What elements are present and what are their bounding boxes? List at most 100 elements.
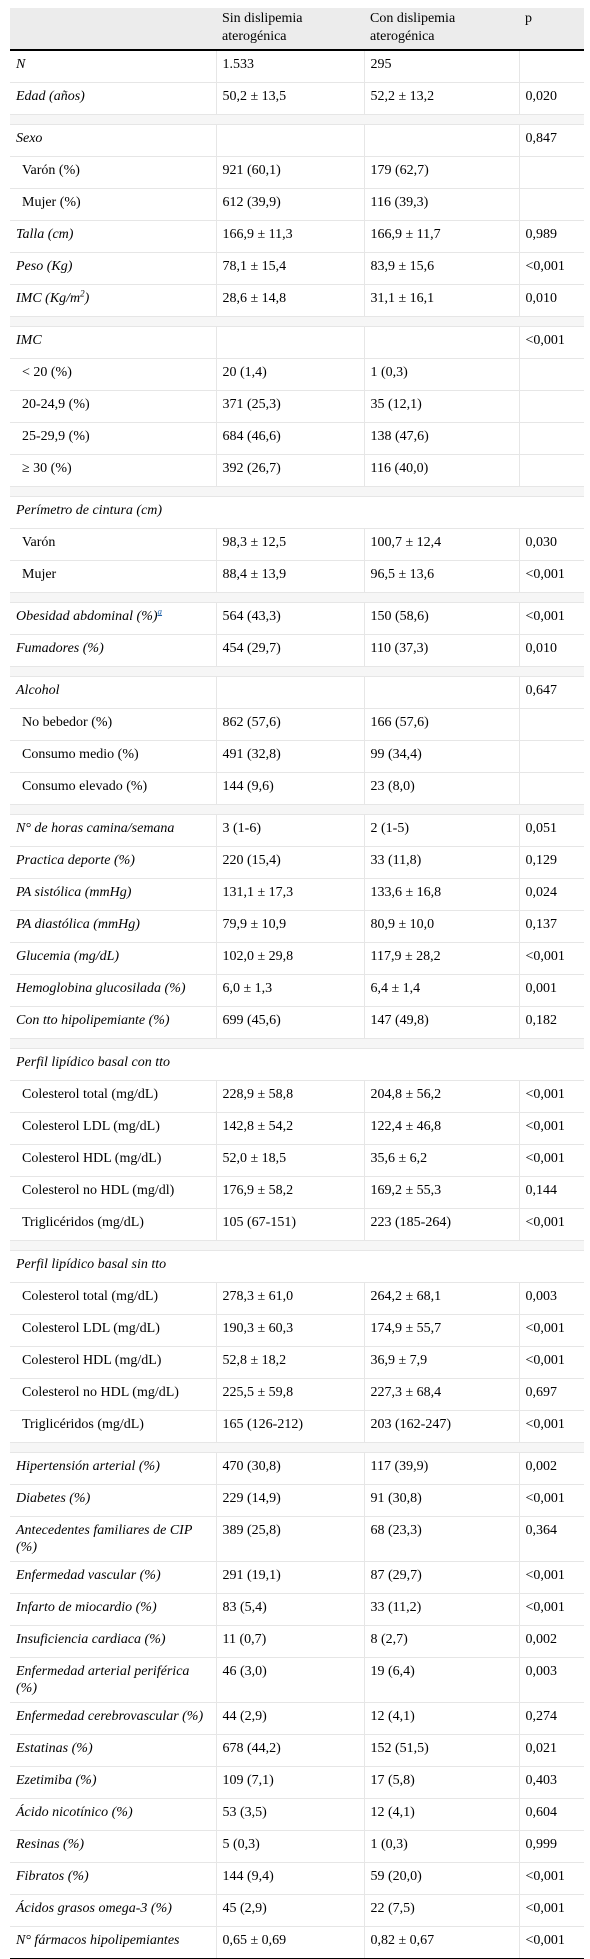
p-value: 0,010 [519, 634, 584, 667]
value-sin-dislipemia: 50,2 ± 13,5 [216, 82, 365, 115]
row-label-text: Colesterol LDL (mg/dL) [22, 1321, 160, 1336]
row-label: Perímetro de cintura (cm) [10, 496, 584, 529]
row-label-text: N° de horas camina/semana [16, 821, 175, 836]
value-sin-dislipemia: 5 (0,3) [216, 1830, 365, 1863]
value-sin-dislipemia: 28,6 ± 14,8 [216, 284, 365, 317]
value-sin-dislipemia: 491 (32,8) [216, 740, 365, 773]
row-label-text: ≥ 30 (%) [22, 461, 72, 476]
row-label-text: Edad (años) [16, 89, 85, 104]
row-label-text: 20-24,9 (%) [22, 397, 90, 412]
footnote-link[interactable]: a [157, 606, 163, 617]
row-label: Talla (cm) [10, 220, 217, 253]
row-label: Insuficiencia cardiaca (%) [10, 1625, 217, 1658]
p-value: <0,001 [519, 560, 584, 593]
row-label-text: Varón (%) [22, 163, 80, 178]
value-sin-dislipemia: 79,9 ± 10,9 [216, 910, 365, 943]
row-label-text: Hipertensión arterial (%) [16, 1459, 160, 1474]
row-label-text: Peso (Kg) [16, 259, 73, 274]
p-value: 0,144 [519, 1176, 584, 1209]
value-sin-dislipemia: 862 (57,6) [216, 708, 365, 741]
p-value: 0,182 [519, 1006, 584, 1039]
value-sin-dislipemia: 11 (0,7) [216, 1625, 365, 1658]
table-row: Diabetes (%) 229 (14,9) 91 (30,8) <0,001 [10, 1484, 584, 1517]
value-sin-dislipemia: 678 (44,2) [216, 1734, 365, 1767]
value-sin-dislipemia: 176,9 ± 58,2 [216, 1176, 365, 1209]
p-value: 0,647 [519, 676, 584, 709]
value-con-dislipemia: 223 (185-264) [364, 1208, 520, 1241]
value-con-dislipemia: 203 (162-247) [364, 1410, 520, 1443]
value-sin-dislipemia: 46 (3,0) [216, 1657, 365, 1703]
table-row: Consumo medio (%) 491 (32,8) 99 (34,4) [10, 740, 584, 773]
value-sin-dislipemia: 291 (19,1) [216, 1561, 365, 1594]
p-value [519, 708, 584, 741]
value-con-dislipemia: 68 (23,3) [364, 1516, 520, 1562]
table-row: N° fármacos hipolipemiantes 0,65 ± 0,69 0,… [10, 1926, 584, 1959]
row-label: < 20 (%) [10, 358, 217, 391]
row-label-text: PA sistólica (mmHg) [16, 885, 132, 900]
section-spacer [10, 804, 584, 815]
value-con-dislipemia: 227,3 ± 68,4 [364, 1378, 520, 1411]
value-con-dislipemia: 8 (2,7) [364, 1625, 520, 1658]
value-con-dislipemia: 117 (39,9) [364, 1452, 520, 1485]
p-value [519, 156, 584, 189]
p-value: 0,051 [519, 814, 584, 847]
p-value: 0,001 [519, 974, 584, 1007]
row-label-text: Mujer (%) [22, 195, 81, 210]
row-label: Practica deporte (%) [10, 846, 217, 879]
table-row: Fibratos (%) 144 (9,4) 59 (20,0) <0,001 [10, 1862, 584, 1895]
table-row: 25-29,9 (%) 684 (46,6) 138 (47,6) [10, 422, 584, 455]
value-con-dislipemia: 35,6 ± 6,2 [364, 1144, 520, 1177]
value-con-dislipemia: 204,8 ± 56,2 [364, 1080, 520, 1113]
table-row: Enfermedad arterial periférica (%) 46 (3,… [10, 1657, 584, 1703]
table-row: Colesterol LDL (mg/dL) 142,8 ± 54,2 122,4 … [10, 1112, 584, 1145]
section-spacer [10, 114, 584, 125]
value-sin-dislipemia: 220 (15,4) [216, 846, 365, 879]
value-con-dislipemia: 117,9 ± 28,2 [364, 942, 520, 975]
value-con-dislipemia: 133,6 ± 16,8 [364, 878, 520, 911]
value-con-dislipemia: 0,82 ± 0,67 [364, 1926, 520, 1959]
value-sin-dislipemia: 371 (25,3) [216, 390, 365, 423]
value-con-dislipemia: 6,4 ± 1,4 [364, 974, 520, 1007]
table-row: No bebedor (%) 862 (57,6) 166 (57,6) [10, 708, 584, 741]
row-label: Mujer (%) [10, 188, 217, 221]
row-label: Alcohol [10, 676, 217, 709]
value-sin-dislipemia: 190,3 ± 60,3 [216, 1314, 365, 1347]
row-label: Obesidad abdominal (%)a [10, 602, 217, 635]
p-value: 0,003 [519, 1657, 584, 1703]
row-label: ≥ 30 (%) [10, 454, 217, 487]
section-spacer [10, 1240, 584, 1251]
p-value: <0,001 [519, 1112, 584, 1145]
value-con-dislipemia: 80,9 ± 10,0 [364, 910, 520, 943]
p-value: <0,001 [519, 1894, 584, 1927]
p-value: 0,003 [519, 1282, 584, 1315]
value-sin-dislipemia: 389 (25,8) [216, 1516, 365, 1562]
row-label-text: IMC (Kg/m [16, 291, 81, 306]
value-sin-dislipemia: 228,9 ± 58,8 [216, 1080, 365, 1113]
value-sin-dislipemia: 454 (29,7) [216, 634, 365, 667]
value-con-dislipemia [364, 326, 520, 359]
p-value: 0,274 [519, 1702, 584, 1735]
row-label: Antecedentes familiares de CIP (%) [10, 1516, 217, 1562]
row-label-text: Consumo elevado (%) [22, 779, 148, 794]
p-value: <0,001 [519, 1410, 584, 1443]
row-label: Perfil lipídico basal sin tto [10, 1250, 584, 1283]
p-value: 0,697 [519, 1378, 584, 1411]
spacer-cell [10, 114, 584, 125]
value-con-dislipemia: 116 (40,0) [364, 454, 520, 487]
row-label: Enfermedad vascular (%) [10, 1561, 217, 1594]
p-value: 0,030 [519, 528, 584, 561]
p-value [519, 390, 584, 423]
row-label-text: Perfil lipídico basal con tto [16, 1055, 170, 1070]
value-con-dislipemia: 150 (58,6) [364, 602, 520, 635]
row-label: Resinas (%) [10, 1830, 217, 1863]
row-label-text: Resinas (%) [16, 1837, 85, 1852]
table-row: Edad (años) 50,2 ± 13,5 52,2 ± 13,2 0,020 [10, 82, 584, 115]
table-row: Infarto de miocardio (%) 83 (5,4) 33 (11,2… [10, 1593, 584, 1626]
table-row: Colesterol total (mg/dL) 228,9 ± 58,8 204,… [10, 1080, 584, 1113]
row-label: Infarto de miocardio (%) [10, 1593, 217, 1626]
p-value: <0,001 [519, 1484, 584, 1517]
p-value: <0,001 [519, 1314, 584, 1347]
row-label-text: PA diastólica (mmHg) [16, 917, 140, 932]
row-label-text: Alcohol [16, 683, 60, 698]
row-label: Colesterol total (mg/dL) [10, 1282, 217, 1315]
